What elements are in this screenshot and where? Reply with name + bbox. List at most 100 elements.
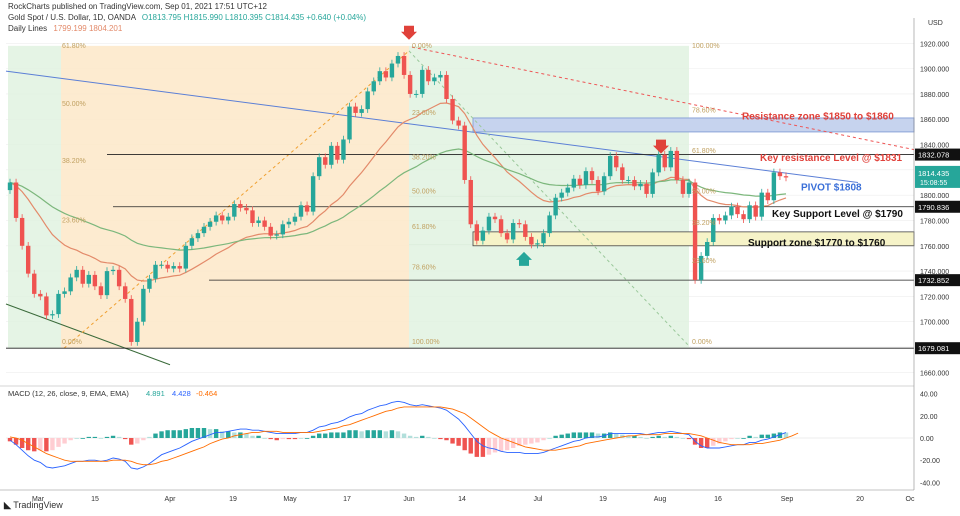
macd-histogram-bar <box>759 434 764 438</box>
macd-histogram-bar <box>359 431 364 438</box>
macd-histogram-bar <box>86 436 92 438</box>
macd-histogram-bar <box>765 434 771 438</box>
candle-body <box>195 233 201 239</box>
macd-histogram-bar <box>110 435 116 438</box>
candle-body <box>426 69 431 82</box>
macd-histogram-bar <box>450 438 455 444</box>
macd-histogram-bar <box>595 433 601 438</box>
candle-body <box>607 155 613 177</box>
time-tick-label: Sep <box>781 496 794 503</box>
candle-body <box>329 145 334 165</box>
macd-histogram-bar <box>262 438 267 439</box>
candle-body <box>389 63 395 78</box>
candle-body <box>735 206 740 215</box>
fib-zone-right <box>409 45 689 349</box>
fib-label-right: 50.00% <box>692 188 716 195</box>
price-label-box <box>915 274 960 287</box>
macd-tick-label: -40.00 <box>920 480 940 487</box>
chart-header: RockCharts published on TradingView.com,… <box>8 2 366 33</box>
candle-body <box>723 215 728 221</box>
symbol-title: Gold Spot / U.S. Dollar, 1D, OANDA <box>8 13 136 22</box>
candle-body <box>171 266 176 269</box>
macd-histogram-bar <box>189 428 195 438</box>
candle-body <box>668 150 674 168</box>
macd-histogram-bar <box>135 438 140 444</box>
macd-histogram-bar <box>207 429 213 438</box>
macd-histogram-bar <box>462 438 467 451</box>
macd-histogram-bar <box>468 438 473 454</box>
fib-label-mid: 78.60% <box>412 264 436 271</box>
fib-zone-middle <box>61 45 409 349</box>
macd-histogram-bar <box>407 435 413 438</box>
ohlc-values: O1813.795 H1815.990 L1810.395 C1814.435 … <box>141 13 367 22</box>
candle-body <box>614 155 619 168</box>
macd-histogram-bar <box>644 438 649 439</box>
macd-histogram-bar <box>56 438 61 447</box>
candle-body <box>207 221 213 227</box>
candle-body <box>13 182 19 218</box>
macd-histogram-bar <box>711 438 716 446</box>
candle-body <box>86 274 92 284</box>
fib-label-right: 0.00% <box>692 339 712 346</box>
macd-histogram-bar <box>541 438 546 441</box>
macd-label: MACD (12, 26, close, 9, EMA, EMA) <box>8 389 129 398</box>
macd-histogram-bar <box>177 430 182 438</box>
macd-histogram-bar <box>316 433 322 438</box>
macd-histogram-bar <box>353 430 358 438</box>
macd-histogram-bar <box>7 438 13 442</box>
ema-slow-line <box>9 148 787 251</box>
candle-body <box>147 278 152 289</box>
candle-body <box>595 179 601 192</box>
macd-histogram-bar <box>686 438 692 440</box>
macd-histogram-bar <box>280 438 286 440</box>
macd-histogram-bar <box>129 438 134 445</box>
fib-label-right: 78.60% <box>692 107 716 114</box>
macd-histogram-bar <box>104 436 110 438</box>
candle-body <box>129 298 134 342</box>
price-tick-label: 1900.000 <box>920 67 949 74</box>
macd-histogram-bar <box>195 428 201 438</box>
macd-histogram-bar <box>456 438 461 446</box>
candle-body <box>316 157 322 177</box>
macd-histogram-bar <box>335 432 340 438</box>
macd-histogram-bar <box>250 435 255 438</box>
signal-line <box>9 406 799 466</box>
fib-label-mid: 38.20% <box>412 154 436 161</box>
candle-body <box>565 187 570 193</box>
time-tick-label: Apr <box>165 496 177 503</box>
price-label-box <box>915 148 960 161</box>
macd-histogram-bar <box>753 436 758 438</box>
green-fib-diagonal <box>408 50 691 348</box>
price-tick-label: 1760.000 <box>920 244 949 251</box>
candle-body <box>704 241 710 256</box>
candle-body <box>359 109 364 113</box>
macd-histogram-bar <box>589 432 595 438</box>
macd-histogram-bar <box>304 438 310 439</box>
tradingview-logo[interactable]: ◣ TradingView <box>4 500 63 511</box>
macd-histogram-bar <box>704 438 710 448</box>
blue-trend-line <box>5 70 859 184</box>
candle-body <box>262 220 267 227</box>
macd-histogram-bar <box>717 438 722 444</box>
annotation-key-resistance: Key resistance Level @ $1831 <box>760 153 903 164</box>
candle-body <box>122 286 128 299</box>
macd-histogram-bar <box>723 438 728 442</box>
candle-body <box>68 277 73 292</box>
candle-body <box>395 55 401 64</box>
candle-body <box>292 216 298 222</box>
macd-histogram-bar <box>274 438 279 441</box>
candle-body <box>438 74 443 78</box>
candle-body <box>547 215 552 234</box>
candle-body <box>535 243 540 245</box>
candle-body <box>250 210 255 224</box>
candle-body <box>25 245 31 274</box>
time-tick-label: May <box>283 496 297 503</box>
down-arrow-icon <box>653 139 669 154</box>
fib-label-left: 23.60% <box>62 218 86 225</box>
candle-body <box>183 245 189 269</box>
candle-body <box>420 69 425 94</box>
candle-body <box>232 204 237 217</box>
macd-histogram-bar <box>171 430 176 438</box>
fib-label-left: 61.80% <box>62 43 86 50</box>
